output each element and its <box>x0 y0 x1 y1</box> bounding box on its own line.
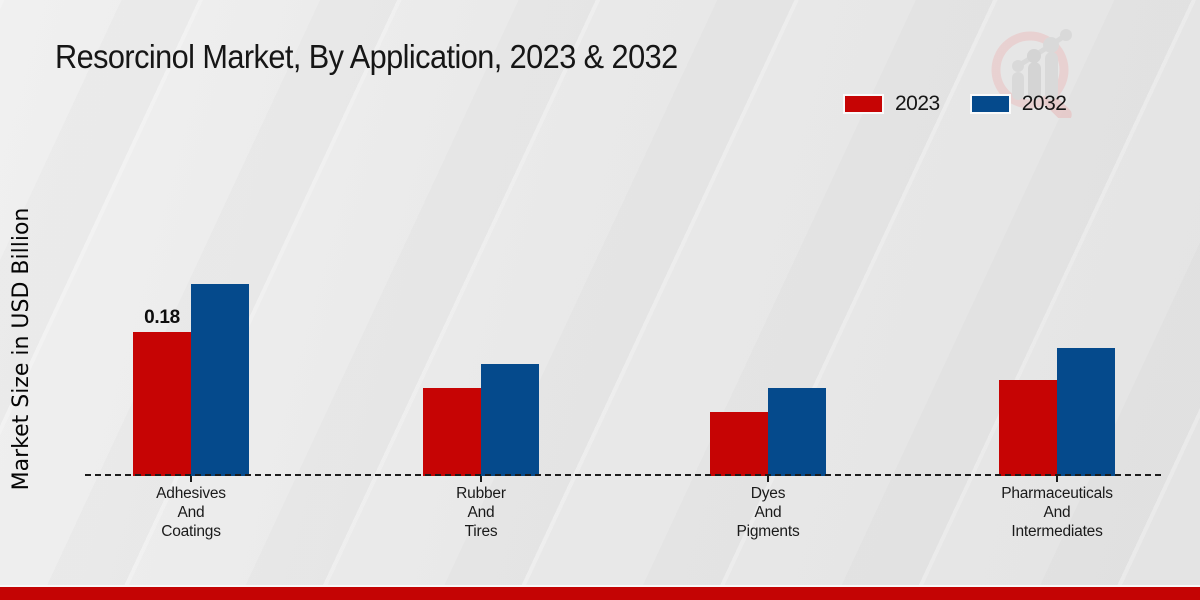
legend-label-2032: 2032 <box>1021 92 1067 115</box>
category-label: Pharmaceuticals And Intermediates <box>1001 485 1113 540</box>
x-axis-tick <box>480 476 482 482</box>
x-axis-baseline <box>85 474 1161 476</box>
magnifier-bar-chart-logo-icon <box>991 29 1072 118</box>
category-label: Dyes And Pigments <box>736 485 800 540</box>
bar-2023-rubber-and-tires <box>423 388 481 476</box>
chart-title: Resorcinol Market, By Application, 2023 … <box>55 38 678 75</box>
legend-item-2032: 2032 <box>969 92 1067 116</box>
legend: 2023 2032 <box>843 92 1067 116</box>
bar-2032-pharmaceuticals-and-intermediates <box>1057 348 1115 476</box>
bar-2023-pharmaceuticals-and-intermediates <box>999 380 1057 476</box>
category-label: Rubber And Tires <box>456 485 506 540</box>
x-axis-tick <box>1056 476 1058 482</box>
legend-swatch-2032 <box>969 94 1011 114</box>
bar-2023-adhesives-and-coatings <box>133 332 191 476</box>
bar-2032-rubber-and-tires <box>481 364 539 476</box>
bar-2032-adhesives-and-coatings <box>191 284 249 476</box>
legend-swatch-2023 <box>843 94 884 114</box>
bar-value-label: 0.18 <box>144 307 180 328</box>
bar-2032-dyes-and-pigments <box>768 388 826 476</box>
legend-item-2023: 2023 <box>843 92 940 116</box>
x-axis-tick <box>190 476 192 482</box>
x-axis-tick <box>767 476 769 482</box>
footer-accent-bar <box>0 585 1200 600</box>
category-label: Adhesives And Coatings <box>156 485 226 540</box>
bar-2023-dyes-and-pigments <box>710 412 768 476</box>
legend-label-2023: 2023 <box>895 92 940 115</box>
